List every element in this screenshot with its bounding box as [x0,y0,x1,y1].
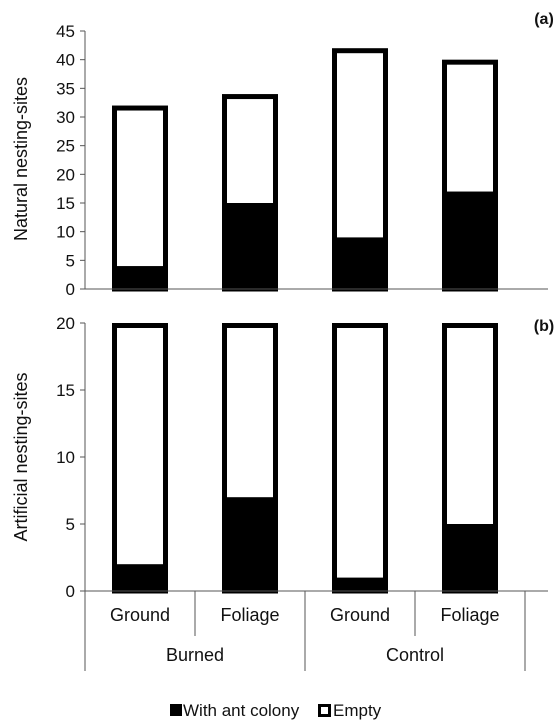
x-category-label: Ground [330,605,390,625]
legend-swatch-empty [318,704,331,717]
x-axis-categories: Ground Foliage Ground Foliage Burned Control [84,591,526,671]
legend-label-empty: Empty [333,701,382,720]
y-tick-label: 35 [56,79,75,98]
legend-label-with-ant-colony: With ant colony [183,701,300,720]
y-tick-label: 10 [56,448,75,467]
bar-empty-segment [332,323,388,594]
y-tick-label: 20 [56,314,75,333]
panel-label: (a) [534,11,554,28]
y-tick-label: 15 [56,381,75,400]
y-tick-label: 5 [66,251,75,270]
y-tick-label: 15 [56,194,75,213]
y-axis-title: Natural nesting-sites [11,77,31,241]
bar-ant-colony-segment [112,266,168,289]
panel-label: (b) [534,318,554,335]
y-tick-label: 45 [56,22,75,41]
y-tick-label: 0 [66,582,75,601]
x-group-label: Burned [166,645,224,665]
bar-empty-segment [112,323,168,594]
x-category-label: Foliage [220,605,279,625]
bar-ant-colony-segment [442,191,498,289]
y-tick-label: 40 [56,51,75,70]
bar-ant-colony-segment [222,497,278,591]
bar-ant-colony-segment [112,564,168,591]
x-category-label: Foliage [440,605,499,625]
panel-artificial-nesting-sites: 0 5 10 15 20 Artificial nesting-sites (b) [11,314,554,601]
x-category-label: Ground [110,605,170,625]
bar-ant-colony-segment [332,237,388,289]
bar-ant-colony-segment [222,203,278,289]
bar-ant-colony-segment [442,524,498,591]
x-group-label: Control [386,645,444,665]
legend: With ant colony Empty [170,701,382,720]
y-axis-title: Artificial nesting-sites [11,372,31,541]
bar-empty-segment [112,105,168,292]
y-tick-label: 20 [56,165,75,184]
y-tick-label: 5 [66,515,75,534]
panel-natural-nesting-sites: 0 5 10 15 20 25 30 35 40 45 Natural nesting-sites (… [11,11,554,299]
legend-swatch-with-ant-colony [170,704,182,716]
y-tick-label: 0 [66,280,75,299]
bar-ant-colony-segment [332,577,388,591]
y-tick-label: 30 [56,108,75,127]
y-tick-label: 10 [56,223,75,242]
y-tick-label: 25 [56,137,75,156]
